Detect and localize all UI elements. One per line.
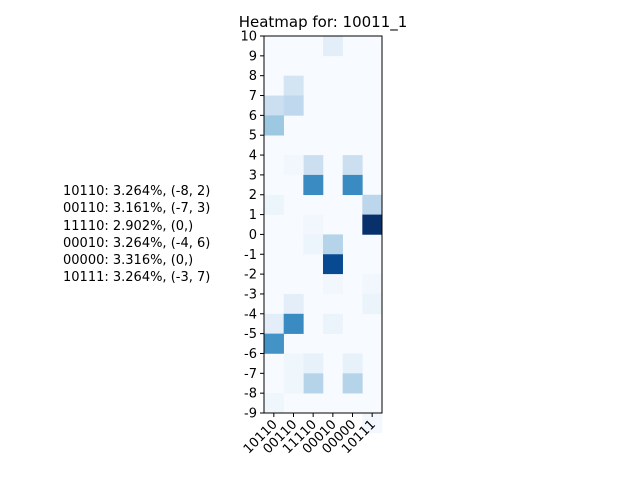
heatmap-cell xyxy=(303,174,324,196)
heatmap-cell xyxy=(342,174,363,196)
heatmap-cell xyxy=(264,313,284,334)
legend-entry: 00000: 3.316%, (0,) xyxy=(63,253,194,269)
y-tick-label: 6 xyxy=(249,109,257,124)
heatmap-cell xyxy=(323,36,343,57)
heatmap-cell xyxy=(264,194,284,215)
legend-entry: 10110: 3.264%, (-8, 2) xyxy=(63,184,211,199)
plot-frame xyxy=(263,35,383,414)
y-tick-label: -1 xyxy=(244,248,257,263)
chart-title: Heatmap for: 10011_1 xyxy=(239,13,408,32)
heatmap-cell xyxy=(323,313,343,334)
stats-legend: 10110: 3.264%, (-8, 2) 00110: 3.161%, (-7… xyxy=(63,183,263,287)
heatmap-cells xyxy=(264,36,383,434)
y-tick-label: -5 xyxy=(244,327,257,342)
heatmap-cell xyxy=(283,75,304,96)
legend-entry: 10111: 3.264%, (-3, 7) xyxy=(63,270,211,286)
legend-entry: 11110: 2.902%, (0,) xyxy=(63,218,194,234)
legend-entry: 00110: 3.161%, (-7, 3) xyxy=(63,201,211,217)
y-tick-label: 4 xyxy=(249,149,257,164)
y-tick-label: -4 xyxy=(244,307,257,322)
heatmap-cell xyxy=(323,274,343,295)
heatmap-cell xyxy=(283,313,304,334)
y-tick-label: -2 xyxy=(244,268,257,283)
y-tick-label: -3 xyxy=(244,287,257,302)
heatmap-cell xyxy=(303,155,324,176)
heatmap-cell xyxy=(264,333,284,354)
heatmap-cell xyxy=(323,254,343,275)
heatmap-cell xyxy=(283,353,304,374)
heatmap-cell xyxy=(283,95,304,116)
heatmap-cell xyxy=(264,95,284,116)
y-tick-label: -7 xyxy=(244,367,257,382)
heatmap-cell xyxy=(303,373,324,394)
heatmap-cell xyxy=(342,155,363,176)
heatmap-cell xyxy=(283,373,304,394)
y-tick-label: 8 xyxy=(249,69,257,84)
y-tick-label: 9 xyxy=(249,49,257,64)
heatmap-cell xyxy=(362,194,383,215)
heatmap-cell xyxy=(362,274,383,295)
legend-entry: 00010: 3.264%, (-4, 6) xyxy=(63,235,211,251)
y-tick-label: 3 xyxy=(249,168,257,183)
heatmap-cell xyxy=(303,214,324,235)
heatmap-cell xyxy=(342,373,363,394)
heatmap-cell xyxy=(264,393,284,414)
heatmap-cell xyxy=(264,115,284,136)
y-tick-label: -9 xyxy=(244,407,257,422)
heatmap-cell xyxy=(283,293,304,315)
heatmap-cell xyxy=(342,353,363,374)
y-tick-label: -6 xyxy=(244,347,257,362)
heatmap-cell xyxy=(362,214,383,235)
y-tick-label: 2 xyxy=(249,188,257,203)
heatmap-cell xyxy=(362,293,383,315)
heatmap-cell xyxy=(283,155,304,176)
y-tick-label: 7 xyxy=(249,89,257,104)
y-tick-label: 1 xyxy=(249,208,257,223)
heatmap-cell xyxy=(362,413,383,434)
y-tick-label: 10 xyxy=(240,30,257,45)
y-tick-label: -8 xyxy=(244,387,257,402)
heatmap-cell xyxy=(303,353,324,374)
heatmap-cell xyxy=(323,234,343,255)
heatmap-cell xyxy=(303,234,324,255)
y-tick-label: 0 xyxy=(249,228,257,243)
y-tick-label: 5 xyxy=(249,129,257,144)
